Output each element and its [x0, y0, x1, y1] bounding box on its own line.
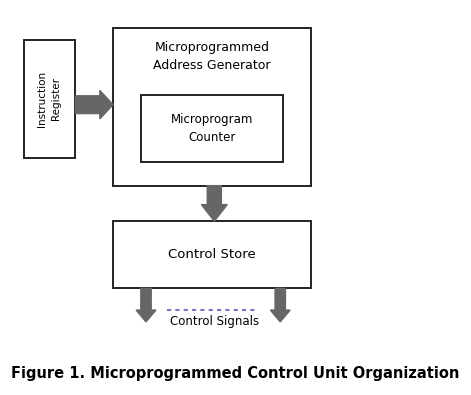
Bar	[113, 221, 311, 288]
Bar	[24, 40, 75, 158]
Text: Microprogrammed
Address Generator: Microprogrammed Address Generator	[153, 41, 271, 71]
Bar	[113, 28, 311, 186]
FancyArrow shape	[270, 288, 290, 322]
Text: Microprogram
Counter: Microprogram Counter	[171, 113, 253, 144]
Text: Control Store: Control Store	[168, 248, 256, 261]
FancyArrow shape	[75, 90, 113, 119]
Text: Control Signals: Control Signals	[170, 316, 259, 328]
Bar	[141, 95, 283, 162]
Text: Figure 1. Microprogrammed Control Unit Organization: Figure 1. Microprogrammed Control Unit O…	[11, 366, 460, 381]
FancyArrow shape	[202, 186, 227, 221]
FancyArrow shape	[136, 288, 156, 322]
Text: Instruction
Register: Instruction Register	[38, 71, 61, 127]
